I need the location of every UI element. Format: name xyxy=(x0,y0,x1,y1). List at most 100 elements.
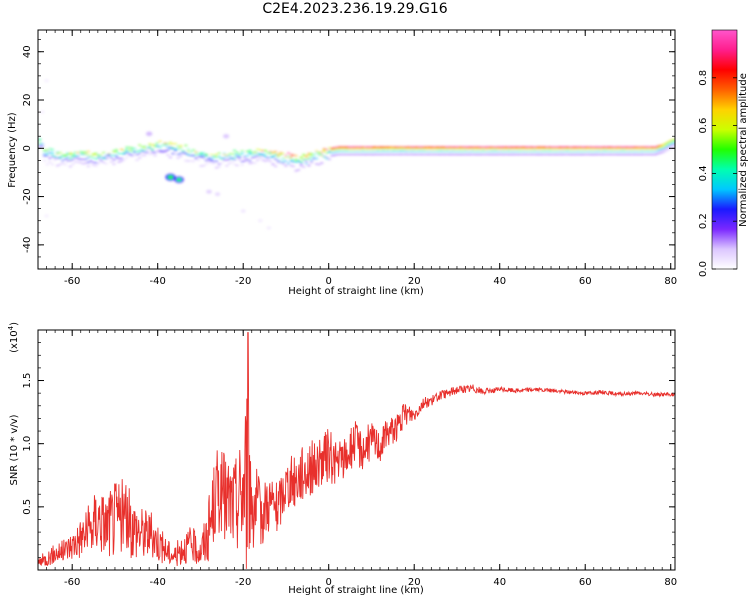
spectrogram-cell xyxy=(250,154,255,155)
spectrogram-cell xyxy=(579,148,583,150)
spectrogram-cell xyxy=(561,146,565,148)
spectrogram-cell xyxy=(143,151,147,153)
spectrogram-cell xyxy=(176,157,180,159)
spectrogram-cell xyxy=(114,157,119,159)
spectrogram-cell xyxy=(238,159,242,161)
spectrogram-cell xyxy=(422,153,426,155)
spectrogram-cell xyxy=(202,156,206,158)
spectrogram-cell xyxy=(643,146,647,148)
spectrogram-cell xyxy=(330,148,334,150)
spectrogram-cell xyxy=(179,145,183,147)
spectrogram-cell xyxy=(138,157,142,159)
spectrogram-cell xyxy=(561,151,565,152)
spectrogram-cell xyxy=(653,148,657,150)
spectrogram-cell xyxy=(63,154,67,156)
spectrogram-cell xyxy=(276,154,280,156)
spectrogram-cell xyxy=(61,154,65,156)
spectrogram-cell xyxy=(397,148,401,150)
spectrogram-cell xyxy=(658,152,662,154)
spectrogram-cell xyxy=(361,148,365,150)
spectrogram-cell xyxy=(227,158,231,160)
spectrogram-cell xyxy=(435,147,439,149)
spectrogram-cell xyxy=(343,151,347,152)
spectrogram-cell xyxy=(658,149,662,151)
spectrogram-cell xyxy=(261,150,265,152)
y-tick-label: -40 xyxy=(22,237,33,253)
spectrogram-cell xyxy=(507,148,511,150)
spectrogram-cell xyxy=(204,154,208,156)
spectrogram-cell xyxy=(50,163,54,165)
spectrogram-cell xyxy=(494,153,498,155)
spectrogram-cell xyxy=(91,161,96,163)
spectrogram-cell xyxy=(507,147,511,149)
spectrogram-cell xyxy=(73,154,78,156)
spectrogram-cell xyxy=(273,154,278,156)
spectrogram-cell xyxy=(356,146,360,148)
spectrogram-cell xyxy=(81,154,85,155)
spectrogram-patch xyxy=(258,219,263,223)
spectrogram-cell xyxy=(479,151,483,152)
spectrogram-cell xyxy=(589,147,593,149)
spectrogram-cell xyxy=(533,146,537,148)
spectrogram-cell xyxy=(66,159,70,161)
spectrogram-cell xyxy=(515,146,519,148)
spectrogram-cell xyxy=(173,143,178,145)
spectrogram-cell xyxy=(522,147,526,149)
spectrogram-cell xyxy=(468,147,473,149)
spectrogram-cell xyxy=(150,149,155,150)
spectrogram-cell xyxy=(261,159,265,161)
spectrogram-cell xyxy=(330,147,334,149)
spectrogram-cell xyxy=(66,161,70,162)
spectrogram-cell xyxy=(461,147,465,149)
spectrogram-cell xyxy=(412,147,416,149)
spectrogram-cell xyxy=(645,147,650,149)
spectrogram-cell xyxy=(566,153,570,155)
spectrogram-cell xyxy=(530,153,534,155)
spectrogram-cell xyxy=(586,147,591,149)
spectrogram-cell xyxy=(476,148,480,150)
spectrogram-cell xyxy=(317,154,321,156)
spectrogram-cell xyxy=(645,153,650,155)
spectrogram-cell xyxy=(492,148,496,150)
spectrogram-cell xyxy=(610,153,614,155)
spectrogram-cell xyxy=(615,148,619,150)
spectrogram-cell xyxy=(289,158,293,160)
spectrogram-cell xyxy=(651,151,655,152)
spectrogram-cell xyxy=(453,151,457,152)
spectrogram-cell xyxy=(443,153,447,155)
spectrogram-cell xyxy=(161,151,165,153)
spectrogram-cell xyxy=(671,140,675,141)
spectrogram-cell xyxy=(409,151,414,152)
spectrogram-cell xyxy=(322,148,326,150)
spectrogram-cell xyxy=(248,162,252,164)
spectrogram-cell xyxy=(474,153,478,155)
spectrogram-cell xyxy=(415,146,419,148)
spectrogram-cell xyxy=(384,153,388,155)
spectrogram-cell xyxy=(527,147,532,149)
spectrogram-cell xyxy=(212,161,216,162)
spectrogram-cell xyxy=(140,154,144,156)
spectrogram-cell xyxy=(645,151,650,152)
spectrogram-cell xyxy=(173,150,178,151)
spectrogram-cell xyxy=(153,144,157,146)
spectrogram-cell xyxy=(394,151,398,152)
spectrogram-cell xyxy=(530,147,534,149)
spectrogram-cell xyxy=(533,153,537,155)
spectrogram-cell xyxy=(350,148,355,150)
spectrogram-cell xyxy=(643,151,647,152)
spectrogram-cell xyxy=(81,163,85,165)
spectrogram-cell xyxy=(71,153,75,155)
spectrogram-cell xyxy=(371,148,375,150)
spectrogram-cell xyxy=(340,148,344,150)
spectrogram-cell xyxy=(38,145,42,147)
spectrogram-cell xyxy=(222,154,226,156)
spectrogram-cell xyxy=(607,153,611,155)
spectrogram-cell xyxy=(607,148,611,150)
spectrogram-cell xyxy=(653,151,657,152)
spectrogram-cell xyxy=(299,156,303,158)
spectrogram-cell xyxy=(353,147,357,149)
spectrogram-cell xyxy=(99,154,103,156)
spectrogram-cell xyxy=(243,160,247,162)
spectrogram-cell xyxy=(184,145,188,146)
spectrogram-cell xyxy=(543,151,547,152)
